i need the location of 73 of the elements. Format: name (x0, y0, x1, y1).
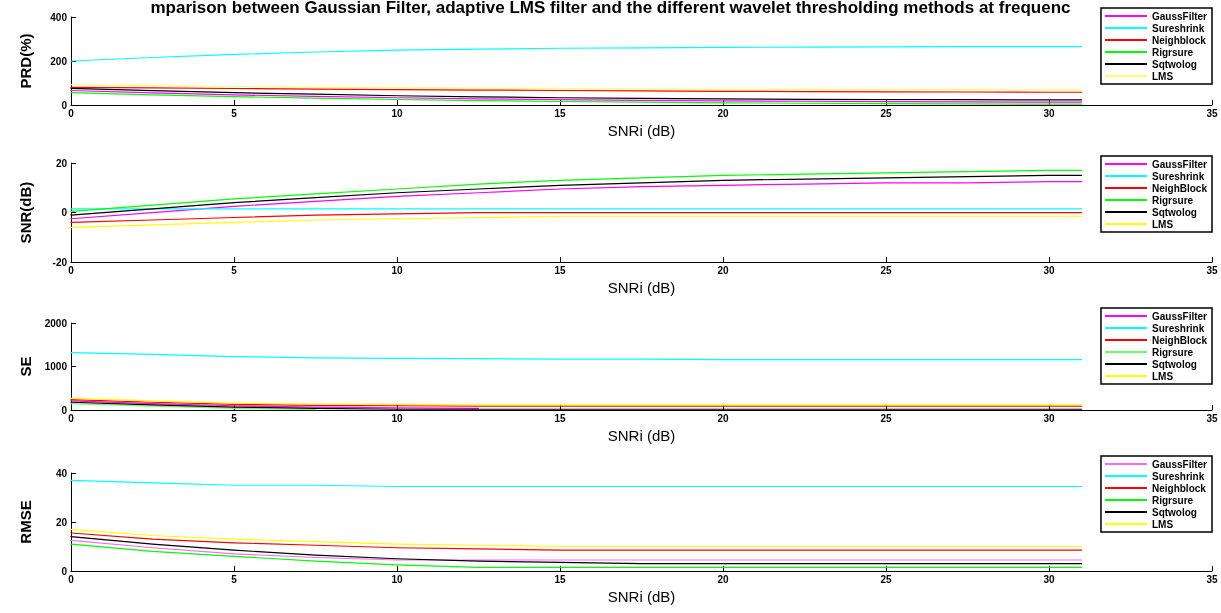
x-tick-label: 5 (231, 107, 238, 119)
x-tick-label: 10 (391, 412, 403, 424)
chart-title: mparison between Gaussian Filter, adaptive LMS filter and the different wavelet thresholding methods at frequenc (150, 0, 1071, 17)
x-tick-label: 20 (717, 573, 729, 585)
x-tick-label: 20 (717, 264, 729, 276)
legend-label: Rigrsure (1151, 494, 1194, 506)
y-axis-title: SNR(dB) (17, 181, 34, 244)
x-tick-label: 5 (231, 573, 238, 585)
x-tick-label: 25 (880, 412, 892, 424)
legend-label: GaussFilter (1151, 458, 1208, 470)
x-tick-label: 30 (1043, 264, 1055, 276)
y-tick-label: 1000 (44, 361, 68, 373)
y-axis-title: PRD(%) (17, 33, 34, 89)
y-axis-title: SE (17, 356, 34, 377)
x-tick-label: 20 (717, 107, 729, 119)
legend-label: Sqtwolog (1151, 358, 1197, 370)
x-tick-label: 10 (391, 264, 403, 276)
legend-label: LMS (1151, 218, 1174, 230)
x-tick-label: 5 (231, 264, 238, 276)
legend-label: LMS (1151, 518, 1174, 530)
x-tick-label: 30 (1043, 412, 1055, 424)
legend-label: Sureshrink (1151, 170, 1205, 182)
legend-label: Sureshrink (1151, 22, 1205, 34)
legend-label: Sureshrink (1151, 322, 1205, 334)
x-tick-label: 25 (880, 107, 892, 119)
legend-label: NeighBlock (1151, 182, 1208, 194)
x-tick-label: 35 (1206, 412, 1218, 424)
y-tick-label: 200 (50, 55, 68, 67)
x-axis-title: SNRi (dB) (607, 121, 676, 139)
y-tick-label: 400 (50, 11, 68, 23)
legend-label: GaussFilter (1151, 158, 1208, 170)
y-tick-label: 0 (61, 99, 68, 111)
x-tick-label: 15 (554, 573, 566, 585)
x-tick-label: 10 (391, 107, 403, 119)
legend-label: GaussFilter (1151, 10, 1208, 22)
y-tick-label: 20 (55, 157, 68, 169)
x-tick-label: 15 (554, 107, 566, 119)
y-tick-label: 0 (61, 404, 68, 416)
x-tick-label: 15 (554, 412, 566, 424)
legend-label: Sureshrink (1151, 470, 1205, 482)
legend-label: Sqtwolog (1151, 58, 1197, 70)
legend-label: NeighBlock (1151, 334, 1208, 346)
x-tick-label: 25 (880, 264, 892, 276)
x-tick-label: 30 (1043, 573, 1055, 585)
legend-label: Neighblock (1151, 34, 1207, 46)
x-tick-label: 10 (391, 573, 403, 585)
x-axis-title: SNRi (dB) (607, 427, 676, 444)
legend-label: Neighblock (1151, 482, 1207, 494)
legend-label: LMS (1151, 70, 1174, 82)
legend-label: Rigrsure (1151, 194, 1194, 206)
legend-label: GaussFilter (1151, 310, 1208, 322)
legend-label: Rigrsure (1151, 46, 1194, 58)
x-axis-title: SNRi (dB) (607, 587, 676, 605)
y-tick-label: 20 (55, 516, 68, 528)
x-tick-label: 5 (231, 412, 238, 424)
x-tick-label: 15 (554, 264, 566, 276)
x-tick-label: 20 (717, 412, 729, 424)
legend-label: Sqtwolog (1151, 206, 1197, 218)
y-axis-title: RMSE (17, 500, 34, 544)
x-tick-label: 35 (1206, 573, 1218, 585)
x-tick-label: 35 (1206, 107, 1218, 119)
y-tick-label: 0 (61, 565, 68, 577)
legend-label: LMS (1151, 370, 1174, 382)
x-axis-title: SNRi (dB) (607, 279, 676, 296)
y-tick-label: -20 (52, 256, 68, 268)
x-tick-label: 30 (1043, 107, 1055, 119)
y-tick-label: 0 (61, 207, 68, 219)
legend-label: Rigrsure (1151, 346, 1194, 358)
x-tick-label: 35 (1206, 264, 1218, 276)
x-tick-label: 25 (880, 573, 892, 585)
y-tick-label: 40 (55, 467, 68, 479)
y-tick-label: 2000 (44, 317, 68, 329)
legend-label: Sqtwolog (1151, 506, 1197, 518)
